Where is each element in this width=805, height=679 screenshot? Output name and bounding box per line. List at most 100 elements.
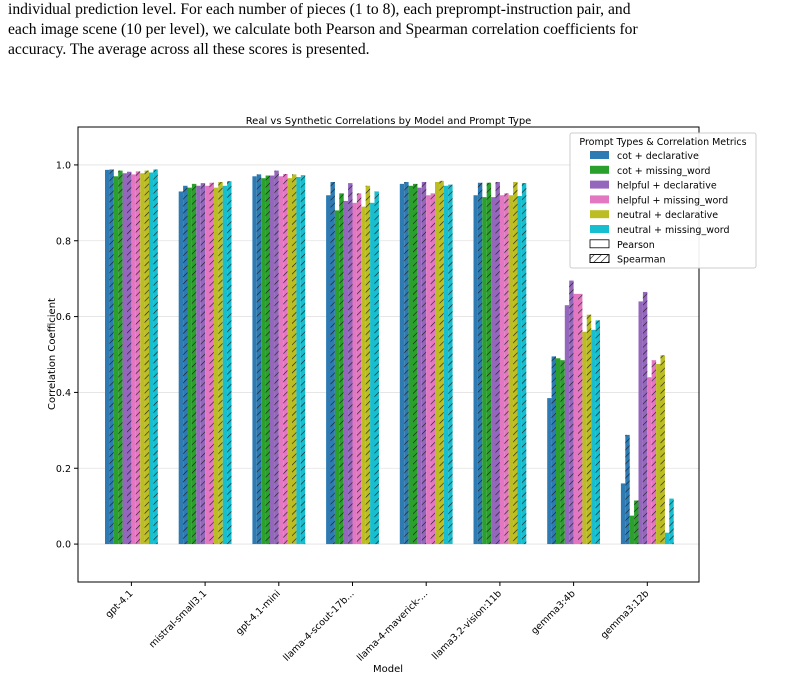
- bar-pearson: [213, 187, 219, 545]
- bar-hatch: [421, 181, 427, 545]
- bar-hatch: [339, 193, 344, 545]
- bar-hatch: [200, 183, 206, 545]
- bar-pearson: [334, 210, 340, 545]
- bar-pearson: [205, 185, 210, 545]
- y-axis-label: Correlation Coefficient: [47, 298, 58, 410]
- bar-pearson: [582, 331, 587, 545]
- bar-hatch: [521, 183, 527, 545]
- legend-entry: helpful + missing_word: [617, 195, 728, 206]
- legend-title: Prompt Types & Correlation Metrics: [579, 137, 746, 148]
- x-tick-label: gemma3:12b: [599, 588, 652, 641]
- bar-hatch: [448, 184, 453, 545]
- bar-pearson: [326, 195, 331, 545]
- bar-pearson: [556, 358, 561, 545]
- bar-pearson: [656, 363, 661, 545]
- bar-hatch: [586, 314, 592, 545]
- bar-hatch: [127, 171, 132, 545]
- x-tick-label: llama3.2-vision:11b: [430, 588, 504, 662]
- bar-pearson: [408, 185, 413, 545]
- bar-pearson: [140, 173, 145, 545]
- bar-hatch: [292, 174, 297, 545]
- bar-pearson: [149, 172, 154, 545]
- body-paragraph: individual prediction level. For each nu…: [8, 0, 798, 60]
- chart-title: Real vs Synthetic Correlations by Model …: [246, 116, 532, 127]
- y-tick-label: 0.0: [56, 540, 71, 551]
- bar-pearson: [278, 176, 284, 545]
- bar-pearson: [352, 202, 357, 545]
- bar-pearson: [491, 197, 496, 545]
- bar-pearson: [508, 195, 514, 545]
- legend-swatch-metric: [589, 239, 610, 249]
- bar-pearson: [122, 173, 127, 545]
- bar-pearson: [417, 187, 422, 545]
- legend-swatch-hatch: [589, 254, 610, 264]
- bar-hatch: [634, 500, 639, 545]
- bar-hatch: [504, 193, 509, 545]
- y-tick-label: 0.2: [56, 464, 71, 475]
- bar-pearson: [187, 187, 192, 545]
- bar-pearson: [426, 195, 431, 545]
- bar-hatch: [413, 183, 418, 545]
- bar-hatch: [330, 181, 335, 545]
- bar-hatch: [477, 182, 483, 545]
- legend-swatch: [590, 195, 609, 204]
- bar-pearson: [573, 293, 578, 545]
- bar-pearson: [270, 175, 275, 545]
- legend-entry: neutral + missing_word: [617, 225, 730, 236]
- plot-frame: [77, 126, 700, 583]
- bar-hatch: [430, 193, 435, 545]
- bar-hatch: [218, 181, 223, 545]
- bar-pearson: [296, 177, 301, 545]
- x-tick-label: llama-4-scout-17b...: [281, 588, 356, 663]
- bar-hatch: [642, 291, 648, 545]
- bar-hatch: [365, 185, 371, 545]
- bar-hatch: [227, 181, 232, 545]
- bar-pearson: [647, 377, 652, 545]
- bar-hatch: [109, 169, 114, 545]
- bar-hatch: [356, 193, 362, 545]
- bar-pearson: [499, 195, 505, 545]
- bar-hatch: [183, 185, 188, 545]
- bar-hatch: [669, 498, 674, 545]
- bar-pearson: [343, 200, 349, 545]
- bar-pearson: [196, 185, 201, 545]
- bar-hatch: [595, 320, 600, 545]
- bar-pearson: [564, 305, 570, 545]
- bar-hatch: [569, 280, 574, 545]
- legend-swatch: [590, 180, 609, 189]
- bar-hatch: [660, 355, 665, 545]
- bar-hatch: [560, 360, 565, 545]
- bars: [105, 169, 674, 545]
- bar-pearson: [473, 195, 478, 545]
- bar-pearson: [361, 206, 366, 545]
- bar-pearson: [629, 515, 635, 545]
- bar-hatch: [625, 434, 630, 545]
- bar-pearson: [178, 191, 184, 545]
- legend-metric-entry: Spearman: [617, 255, 666, 266]
- legend: Prompt Types & Correlation Metrics cot + …: [569, 132, 757, 269]
- bar-hatch: [578, 293, 583, 545]
- bar-pearson: [287, 178, 292, 545]
- y-tick-label: 0.4: [56, 388, 71, 399]
- bar-pearson: [113, 176, 119, 545]
- y-tick-label: 0.8: [56, 236, 71, 247]
- legend-metric-entry: Pearson: [617, 240, 655, 251]
- paragraph-line-2: each image scene (10 per level), we calc…: [8, 21, 638, 38]
- bar-hatch: [300, 175, 306, 545]
- bar-hatch: [265, 175, 270, 545]
- bar-pearson: [370, 202, 375, 545]
- legend-entry: cot + missing_word: [617, 166, 710, 177]
- x-tick-label: gpt-4.1-mini: [234, 588, 283, 637]
- bar-hatch: [651, 360, 657, 545]
- bar-hatch: [551, 356, 556, 545]
- bar-hatch: [144, 170, 149, 545]
- bar-pearson: [664, 532, 670, 545]
- bar-pearson: [591, 329, 596, 545]
- bar-hatch: [153, 169, 158, 545]
- bar-pearson: [131, 174, 136, 545]
- bar-hatch: [135, 171, 141, 545]
- x-tick-label: gemma3:4b: [529, 588, 577, 636]
- bar-pearson: [435, 181, 440, 545]
- x-tick-label: llama-4-maverick-...: [355, 588, 430, 663]
